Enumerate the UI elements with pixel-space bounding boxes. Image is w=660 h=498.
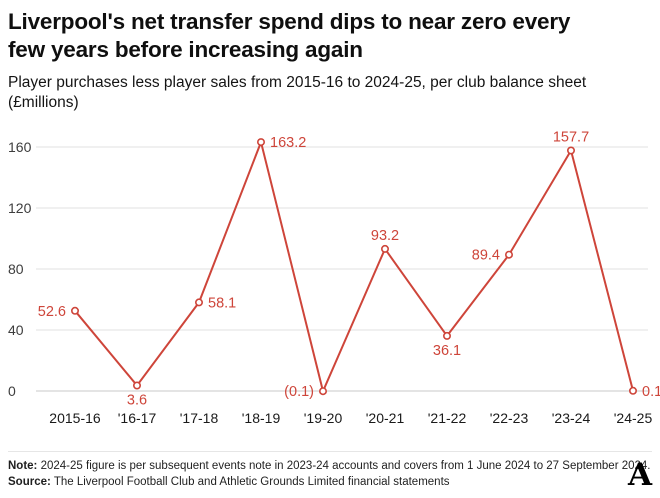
data-point-label: 163.2 — [270, 135, 306, 151]
x-axis-tick-label: '22-23 — [490, 410, 529, 426]
data-point-label: 52.6 — [38, 303, 66, 319]
x-axis-tick-label: '20-21 — [366, 410, 405, 426]
data-point-label: 58.1 — [208, 295, 236, 311]
data-point-marker — [380, 244, 389, 253]
data-point-marker — [133, 381, 142, 390]
data-point-marker — [504, 250, 513, 259]
chart-footer: Note: 2024-25 figure is per subsequent e… — [8, 450, 652, 493]
data-point-marker — [318, 386, 327, 395]
data-point-marker — [195, 298, 204, 307]
x-axis-tick-label: '21-22 — [428, 410, 467, 426]
trend-line — [74, 140, 634, 392]
data-point-label: 93.2 — [371, 228, 399, 244]
chart-note: Note: 2024-25 figure is per subsequent e… — [8, 458, 651, 475]
data-point-marker — [70, 306, 79, 315]
note-label: Note: — [8, 459, 38, 472]
y-axis-tick-label: 120 — [8, 200, 32, 216]
x-axis-tick-label: '19-20 — [304, 410, 343, 426]
chart-title: Liverpool's net transfer spend dips to n… — [8, 9, 571, 62]
chart-subtitle: Player purchases less player sales from … — [8, 73, 587, 112]
data-point-label: 0.1 — [642, 383, 660, 399]
x-axis-tick-label: '18-19 — [242, 410, 281, 426]
chart-header: Liverpool's net transfer spend dips to n… — [8, 8, 652, 114]
line-chart: 0 40 80 120 160 52.6 3.6 58.1 163.2 (0.1) 93.2 36.1… — [8, 129, 660, 439]
y-axis-tick-label: 40 — [8, 322, 24, 338]
x-axis-tick-label: '23-24 — [552, 410, 591, 426]
data-point-label: 36.1 — [433, 343, 461, 359]
data-point-label: 3.6 — [127, 392, 147, 408]
x-axis-tick-label: 2015-16 — [49, 410, 101, 426]
data-point-label: 89.4 — [472, 247, 500, 263]
data-point-marker — [257, 137, 266, 146]
data-point-label: (0.1) — [284, 384, 314, 400]
x-axis-tick-label: '24-25 — [614, 410, 653, 426]
y-axis-tick-label: 0 — [8, 383, 16, 399]
y-axis-tick-label: 80 — [8, 261, 24, 277]
data-point-marker — [442, 331, 451, 340]
data-point-label: 157.7 — [553, 129, 589, 145]
data-point-marker — [566, 146, 575, 155]
x-axis-tick-label: '16-17 — [118, 410, 157, 426]
note-text: 2024-25 figure is per subsequent events … — [40, 459, 651, 472]
line-chart-svg: 0 40 80 120 160 52.6 3.6 58.1 163.2 (0.1) 93.2 36.1… — [8, 129, 660, 426]
chart-source: Source: The Liverpool Football Club and … — [8, 474, 618, 491]
athletic-logo-icon: A — [627, 457, 652, 493]
y-axis-tick-label: 160 — [8, 139, 32, 155]
source-text: The Liverpool Football Club and Athletic… — [53, 476, 450, 489]
x-axis-tick-label: '17-18 — [180, 410, 219, 426]
source-label: Source: — [8, 476, 51, 489]
data-point-marker — [628, 386, 637, 395]
